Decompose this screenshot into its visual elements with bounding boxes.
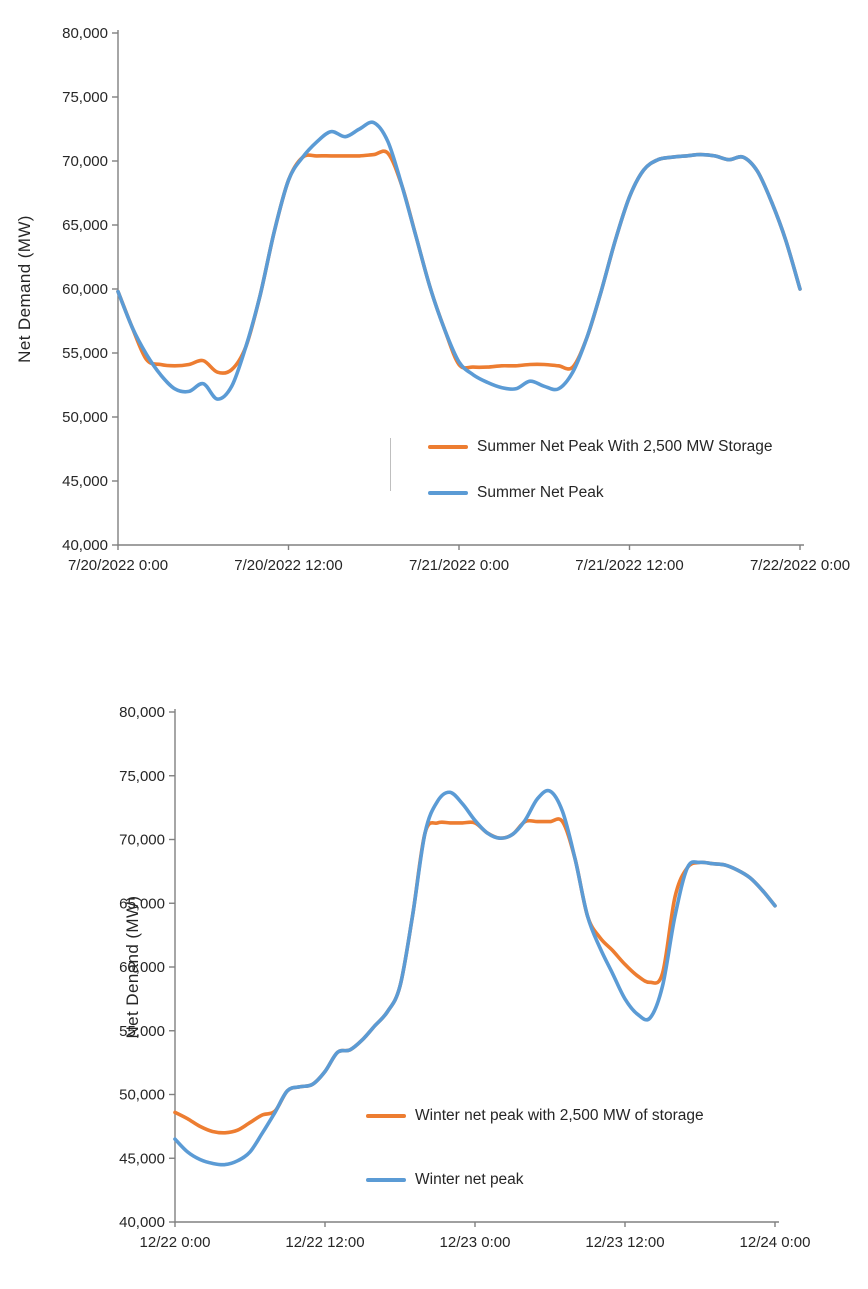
y-tick-label: 80,000: [119, 704, 165, 721]
series-line-1: [173, 788, 777, 1167]
summer-storage-line-swatch: [428, 445, 468, 449]
legend-item: Winter net peak with 2,500 MW of storage: [366, 1084, 704, 1148]
y-tick-label: 45,000: [119, 1150, 165, 1167]
legend-label: Winter net peak: [415, 1171, 524, 1188]
series-line-0: [116, 149, 802, 375]
winter-net-peak-chart: Net Denand (MW) 40,000 45,000 50,000 55,000…: [0, 660, 868, 1289]
summer-net-peak-line-swatch: [428, 491, 468, 495]
x-tick-label: 7/20/2022 0:00: [68, 557, 168, 574]
y-tick-label: 65,000: [62, 217, 108, 234]
y-tick-label: 50,000: [119, 1087, 165, 1104]
y-tick-label: 70,000: [62, 153, 108, 170]
legend-item: Summer Net Peak: [428, 470, 772, 516]
x-tick-label: 7/21/2022 0:00: [409, 557, 509, 574]
y-tick-label: 50,000: [62, 409, 108, 426]
x-tick-label: 7/22/2022 0:00: [750, 557, 850, 574]
summer-chart-plot: 40,000 45,000 50,000 55,000 60,000 65,000 70,0…: [62, 25, 850, 574]
winter-y-axis-title: Net Denand (MW): [123, 895, 142, 1039]
y-tick-label: 55,000: [62, 345, 108, 362]
x-tick-label: 12/23 12:00: [585, 1234, 664, 1251]
y-tick-label: 45,000: [62, 473, 108, 490]
x-tick-label: 7/21/2022 12:00: [575, 557, 683, 574]
x-tick-label: 7/20/2022 12:00: [234, 557, 342, 574]
y-tick-label: 65,000: [119, 895, 165, 912]
y-tick-label: 60,000: [62, 281, 108, 298]
x-tick-label: 12/22 12:00: [285, 1234, 364, 1251]
legend-item: Summer Net Peak With 2,500 MW Storage: [428, 424, 772, 470]
legend-label: Summer Net Peak With 2,500 MW Storage: [477, 438, 773, 455]
y-tick-label: 40,000: [62, 537, 108, 554]
winter-storage-line-swatch: [366, 1114, 406, 1118]
x-tick-label: 12/23 0:00: [440, 1234, 511, 1251]
y-tick-label: 60,000: [119, 959, 165, 976]
legend-item: Winter net peak: [366, 1148, 704, 1212]
summer-y-axis-title: Net Demand (MW): [15, 215, 34, 363]
series-line-1: [116, 120, 802, 401]
summer-legend: Summer Net Peak With 2,500 MW Storage Su…: [428, 424, 772, 516]
y-tick-label: 75,000: [119, 768, 165, 785]
winter-chart-plot: 40,000 45,000 50,000 55,000 60,000 65,000 70,0…: [119, 704, 811, 1251]
winter-legend: Winter net peak with 2,500 MW of storage…: [366, 1084, 704, 1212]
y-tick-label: 70,000: [119, 832, 165, 849]
y-tick-label: 40,000: [119, 1214, 165, 1231]
legend-label: Summer Net Peak: [477, 484, 604, 501]
winter-net-peak-line-swatch: [366, 1178, 406, 1182]
x-tick-label: 12/22 0:00: [140, 1234, 211, 1251]
y-tick-label: 80,000: [62, 25, 108, 42]
legend-divider-line: [390, 438, 391, 491]
legend-label: Winter net peak with 2,500 MW of storage: [415, 1107, 704, 1124]
summer-net-peak-chart: Net Demand (MW) 40,000 45,000 50,000 55,000…: [0, 0, 868, 630]
y-tick-label: 55,000: [119, 1023, 165, 1040]
x-tick-label: 12/24 0:00: [740, 1234, 811, 1251]
y-tick-label: 75,000: [62, 89, 108, 106]
